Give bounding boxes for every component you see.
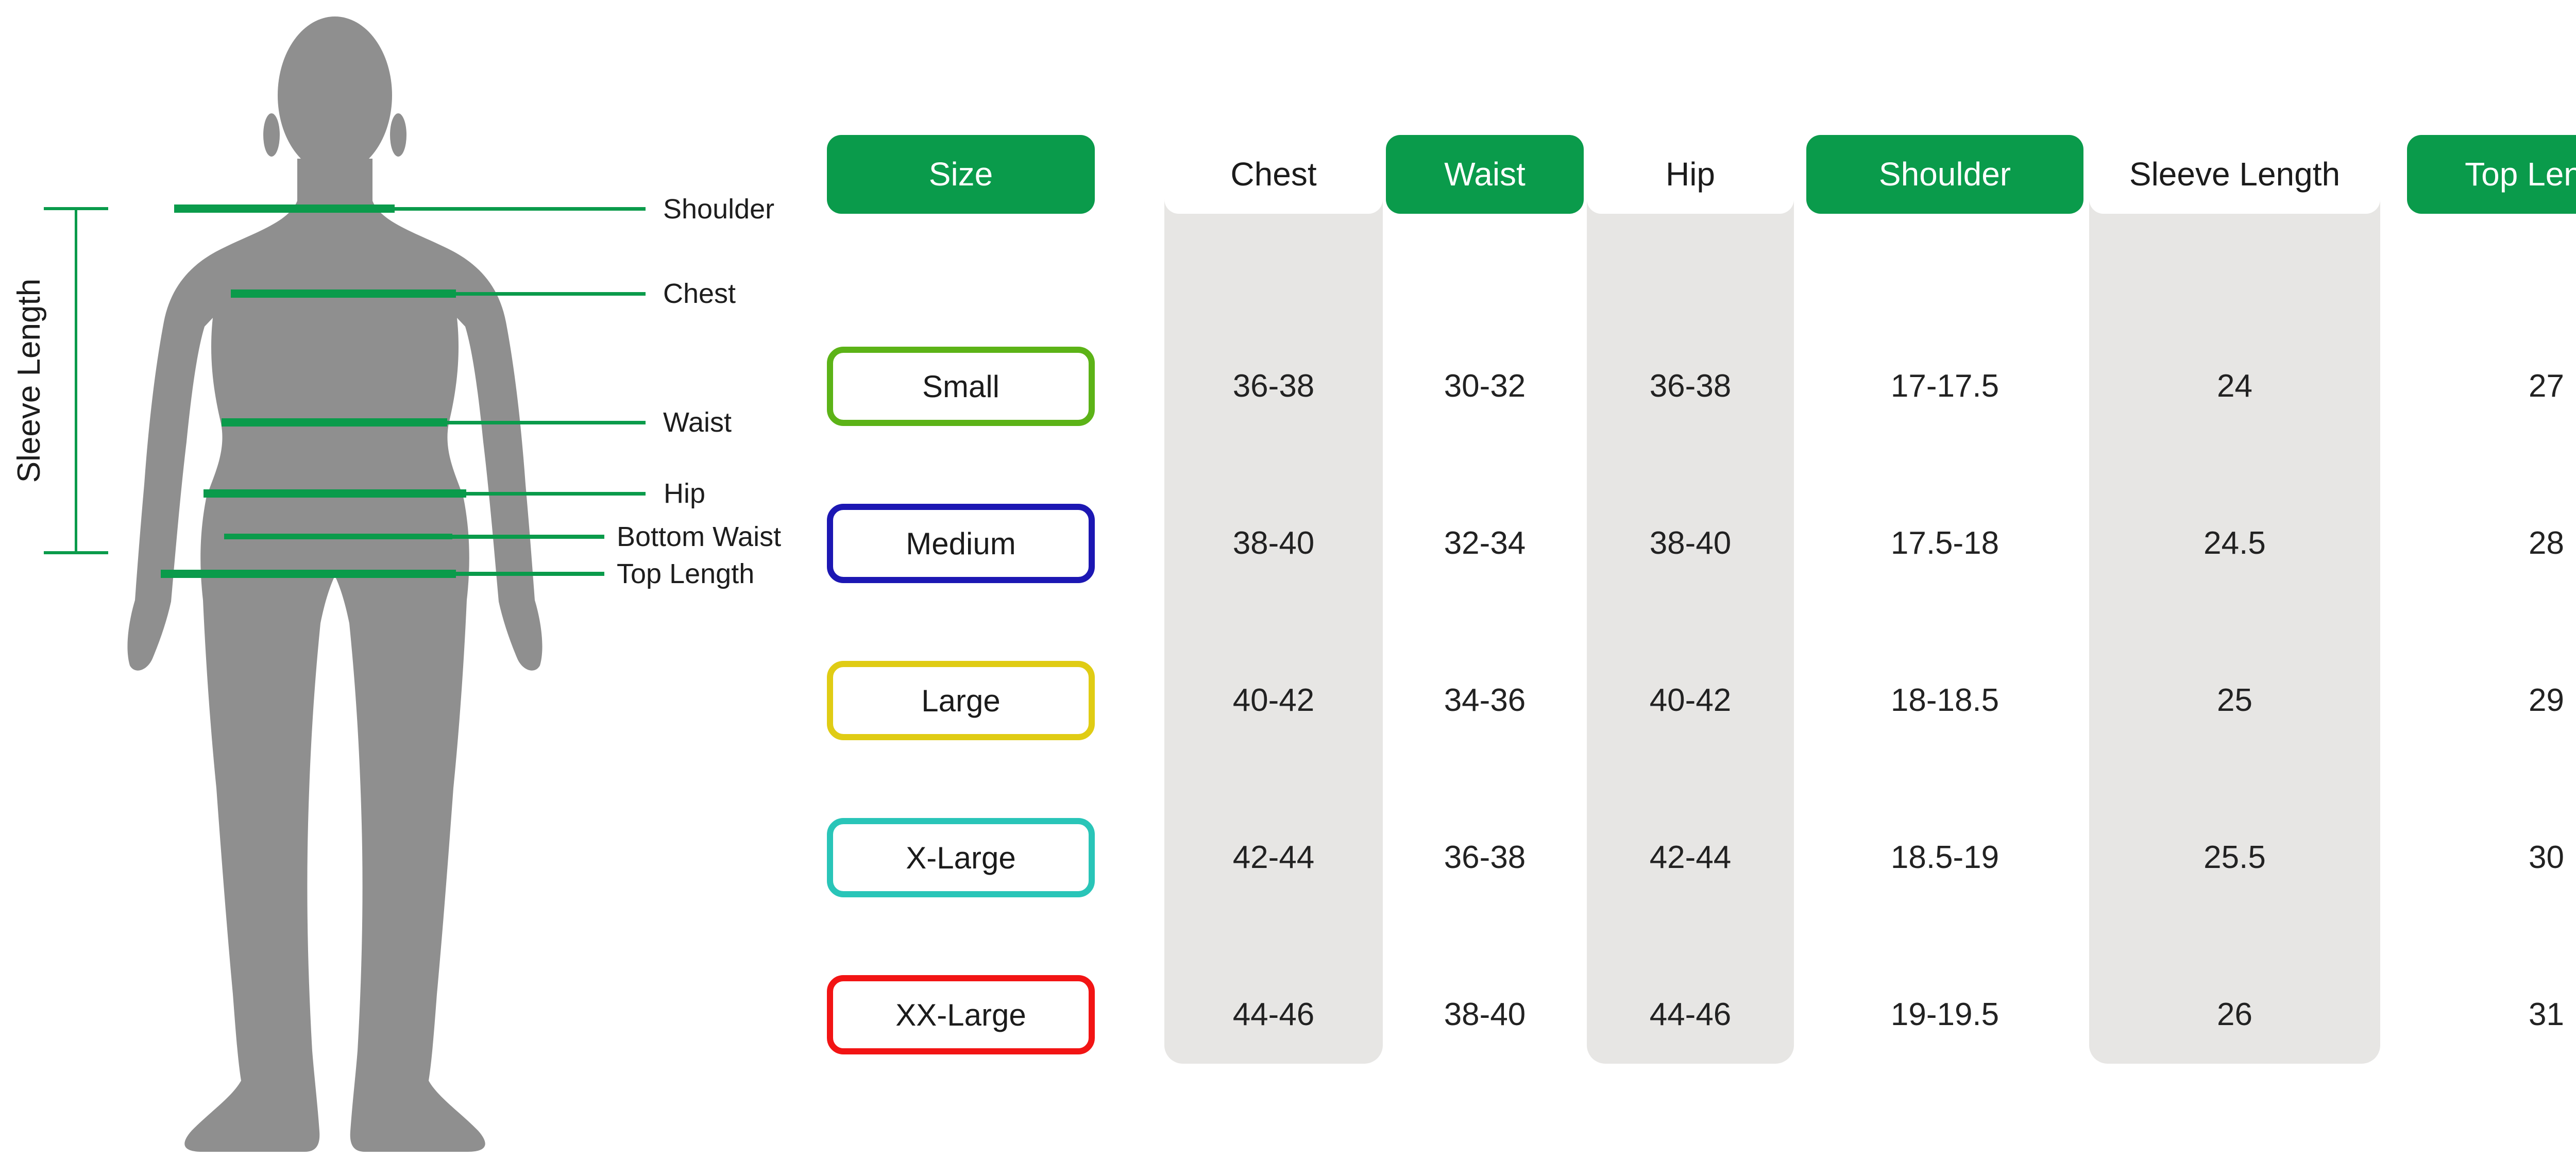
cell-xx-large-chest: 44-46 — [1232, 997, 1315, 1032]
waist-line — [222, 418, 447, 427]
cell-medium-sleeve_length: 24.5 — [2204, 525, 2266, 561]
cell-large-shoulder: 18-18.5 — [1890, 683, 1999, 718]
hip-line — [204, 489, 466, 498]
cell-medium-top_length: 28 — [2529, 525, 2564, 561]
column-band-hip — [1587, 135, 1794, 1064]
shoulder-line — [174, 204, 395, 213]
cell-medium-hip: 38-40 — [1649, 525, 1732, 561]
chest-label: Chest — [663, 278, 736, 309]
cell-medium-chest: 38-40 — [1232, 525, 1315, 561]
sleeve-length-bracket — [44, 207, 108, 554]
hip-label: Hip — [664, 478, 706, 509]
cell-small-sleeve_length: 24 — [2217, 368, 2252, 404]
cell-medium-waist: 32-34 — [1444, 525, 1526, 561]
column-header-size: Size — [827, 135, 1095, 214]
top-length-line — [161, 570, 456, 578]
cell-medium-shoulder: 17.5-18 — [1890, 525, 1999, 561]
cell-small-waist: 30-32 — [1444, 368, 1526, 404]
cell-x-large-chest: 42-44 — [1232, 840, 1315, 875]
cell-xx-large-top_length: 31 — [2529, 997, 2564, 1032]
chest-line — [231, 289, 456, 298]
cell-large-waist: 34-36 — [1444, 683, 1526, 718]
cell-small-chest: 36-38 — [1232, 368, 1315, 404]
cell-xx-large-sleeve_length: 26 — [2217, 997, 2252, 1032]
cell-small-top_length: 27 — [2529, 368, 2564, 404]
top-length-label: Top Length — [617, 558, 755, 589]
cell-large-top_length: 29 — [2529, 683, 2564, 718]
cell-xx-large-waist: 38-40 — [1444, 997, 1526, 1032]
size-button-medium[interactable]: Medium — [827, 504, 1095, 583]
column-header-hip: Hip — [1587, 135, 1794, 214]
cell-xx-large-hip: 44-46 — [1649, 997, 1732, 1032]
cell-x-large-waist: 36-38 — [1444, 840, 1526, 875]
cell-small-hip: 36-38 — [1649, 368, 1732, 404]
cell-x-large-shoulder: 18.5-19 — [1890, 840, 1999, 875]
body-silhouette-graphic — [44, 16, 646, 1152]
column-header-shoulder: Shoulder — [1806, 135, 2083, 214]
size-button-small[interactable]: Small — [827, 347, 1095, 426]
bottom-waist-line — [224, 534, 452, 539]
column-band-chest — [1164, 135, 1383, 1064]
cell-small-shoulder: 17-17.5 — [1890, 368, 1999, 404]
human-silhouette — [127, 16, 543, 1152]
body-measurement-diagram: Sleeve Length Shoulder Chest Waist Hip B… — [0, 0, 850, 1159]
cell-xx-large-shoulder: 19-19.5 — [1890, 997, 1999, 1032]
shoulder-label: Shoulder — [663, 194, 775, 225]
cell-x-large-top_length: 30 — [2529, 840, 2564, 875]
bottom-waist-label: Bottom Waist — [617, 521, 782, 552]
column-header-waist: Waist — [1386, 135, 1584, 214]
cell-large-sleeve_length: 25 — [2217, 683, 2252, 718]
measurement-lines — [44, 204, 646, 578]
size-button-x-large[interactable]: X-Large — [827, 818, 1095, 897]
cell-large-chest: 40-42 — [1232, 683, 1315, 718]
column-header-sleeve_length: Sleeve Length — [2089, 135, 2380, 214]
cell-large-hip: 40-42 — [1649, 683, 1732, 718]
size-button-large[interactable]: Large — [827, 661, 1095, 740]
column-header-top_length: Top Length — [2407, 135, 2576, 214]
column-header-chest: Chest — [1164, 135, 1383, 214]
cell-x-large-hip: 42-44 — [1649, 840, 1732, 875]
size-button-xx-large[interactable]: XX-Large — [827, 975, 1095, 1054]
cell-x-large-sleeve_length: 25.5 — [2204, 840, 2266, 875]
column-band-sleeve_length — [2089, 135, 2380, 1064]
waist-label: Waist — [663, 407, 732, 438]
